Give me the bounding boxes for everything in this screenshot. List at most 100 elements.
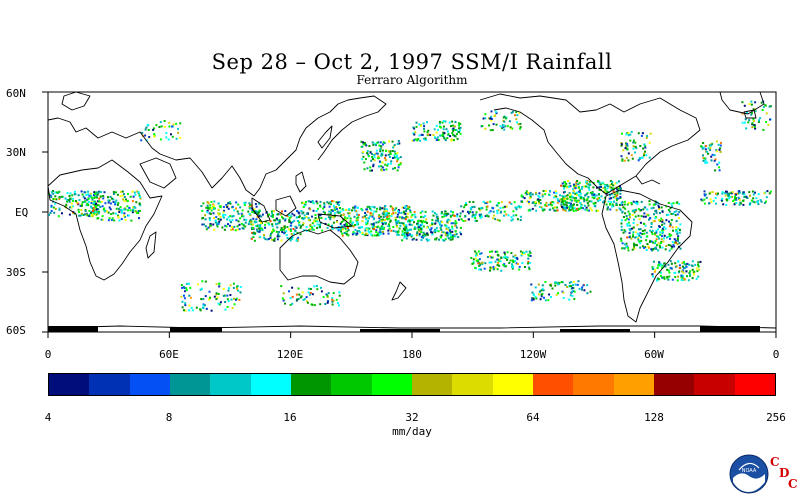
rain-pixel [741,121,744,124]
rain-pixel [191,309,194,312]
rain-pixel [443,136,445,139]
rain-pixel [347,227,349,229]
rain-pixel [572,284,574,287]
rain-pixel [414,216,417,219]
rain-pixel [675,229,678,231]
rain-pixel [305,215,308,218]
rain-pixel [522,195,525,198]
rain-pixel [232,286,235,289]
rain-pixel [71,205,74,208]
rain-pixel [399,162,402,164]
rain-pixel [640,200,643,203]
rain-pixel [710,155,713,158]
rain-pixel [331,200,334,203]
rain-pixel [744,121,746,124]
rain-pixel [342,228,344,231]
org-letter-c1: C [770,455,780,469]
rain-pixel [290,221,293,224]
rain-pixel [571,195,574,198]
rain-pixel [446,232,449,235]
rain-pixel [686,275,688,278]
rain-pixel [311,200,314,202]
rain-pixel [598,188,601,191]
rain-pixel [447,229,450,232]
rain-pixel [562,297,565,299]
rain-pixel [591,193,594,195]
rain-pixel [226,294,229,297]
rain-pixel [319,224,322,226]
rain-pixel [429,224,432,227]
rain-pixel [421,221,424,224]
rain-pixel [309,208,312,211]
rain-pixel [762,128,765,131]
rain-pixel [697,265,700,268]
rain-pixel [68,200,71,203]
rain-pixel [270,215,273,218]
rain-pixel [240,212,243,215]
rain-pixel [362,150,365,153]
rain-pixel [675,210,678,213]
rain-pixel [427,129,430,132]
rain-pixel [498,258,501,261]
rain-pixel [484,262,487,265]
rain-pixel [305,201,307,203]
rain-pixel [627,218,630,221]
rain-pixel [299,226,302,229]
rain-pixel [124,215,126,218]
rain-pixel [338,291,341,294]
rain-pixel [654,210,657,213]
rain-pixel [389,150,392,153]
rain-pixel [622,149,625,152]
rain-pixel [497,258,500,261]
rain-pixel [237,289,240,292]
rain-pixel [577,183,580,186]
rain-pixel [556,209,559,212]
rain-pixel [703,157,706,160]
rain-pixel [258,227,260,230]
rain-pixel [661,210,664,213]
rain-pixel [661,246,664,249]
colorbar-swatch [734,374,775,395]
rain-pixel [426,222,428,224]
rain-pixel [411,234,414,237]
rain-pixel [87,204,90,207]
rain-pixel [368,227,371,230]
rain-pixel [364,212,367,214]
rain-pixel [391,207,394,210]
rain-pixel [620,155,623,158]
rain-pixel [648,240,651,243]
rain-pixel [306,300,309,303]
rain-pixel [544,204,547,207]
rain-pixel [554,281,557,284]
rain-pixel [170,133,172,136]
rain-pixel [357,226,360,229]
rain-pixel [249,203,252,206]
rain-pixel [682,266,685,269]
rain-pixel [122,198,125,201]
rain-pixel [504,253,506,256]
rain-pixel [79,205,82,207]
rain-pixel [544,193,547,196]
rain-pixel [702,154,704,157]
rain-pixel [489,250,491,253]
rain-pixel [654,216,657,218]
rain-pixel [74,200,77,202]
rain-pixel [512,214,515,217]
rain-pixel [141,131,144,134]
rain-pixel [515,118,518,121]
rain-pixel [621,158,624,161]
rain-pixel [568,281,571,284]
rain-pixel [519,215,522,218]
rain-pixel [295,293,298,296]
rain-pixel [632,235,634,238]
rain-pixel [362,142,365,145]
rain-pixel [735,202,738,205]
rain-pixel [602,187,605,189]
map-title: Sep 28 – Oct 2, 1997 SSM/I Rainfall [211,50,613,74]
rain-pixel [440,228,443,231]
rain-pixel [461,210,464,213]
rain-pixel [68,213,71,216]
rain-pixel [565,201,568,204]
rain-pixel [218,282,221,285]
colorbar-label-256: 256 [766,411,786,424]
